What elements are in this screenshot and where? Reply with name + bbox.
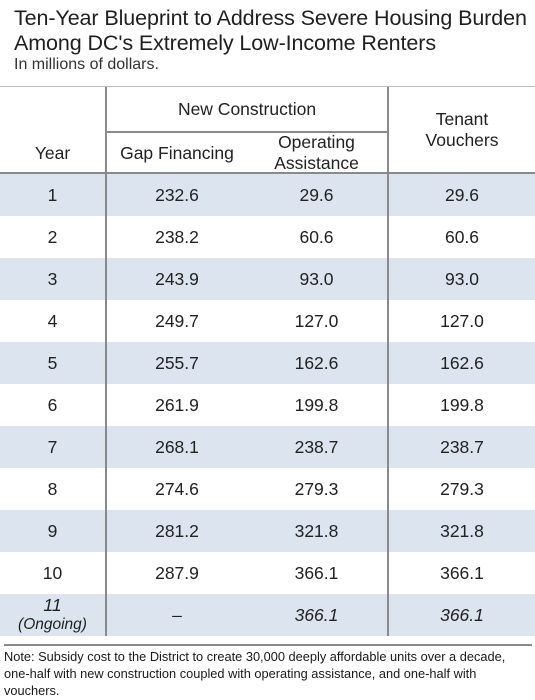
row-divider-left [105,594,107,636]
cell-year: 1 [47,184,58,205]
row-divider-right [387,258,389,300]
table-row-ongoing: 11 (Ongoing) – 366.1 366.1 [0,594,535,636]
row-divider-right [387,510,389,552]
row-divider-left [105,426,107,468]
table-row: 1 232.6 29.6 29.6 [0,174,535,216]
cell-year: 7 [47,436,58,457]
header-divider-left [105,87,107,172]
table-row: 9 281.2 321.8 321.8 [0,510,535,552]
cell-gap-financing: 249.7 [155,310,199,331]
cell-year: 8 [47,478,58,499]
blueprint-table: Year New Construction Gap Financing Oper… [0,86,535,636]
cell-tenant-vouchers: 29.6 [444,184,480,205]
row-divider-left [105,216,107,258]
cell-gap-financing: 255.7 [155,352,199,373]
cell-operating-assistance: 60.6 [299,226,334,247]
row-divider-left [105,300,107,342]
cell-gap-financing: 268.1 [155,436,199,457]
table-body: 1 232.6 29.6 29.6 2 238.2 60.6 60.6 3 243.9 93.0 93… [0,174,535,594]
cell-year: 5 [47,352,58,373]
cell-operating-assistance: 238.7 [294,436,339,457]
cell-operating-assistance: 127.0 [294,310,339,331]
cell-tenant-vouchers: 366.1 [440,562,484,583]
table-title: Ten-Year Blueprint to Address Severe Hou… [14,6,527,55]
cell-tenant-vouchers: 60.6 [444,226,480,247]
cell-year: 6 [47,394,58,415]
cell-year: 3 [47,268,58,289]
row-divider-left [105,384,107,426]
cell-gap-financing: 281.2 [155,520,199,541]
header-divider-right [387,87,389,172]
cell-operating-assistance: 279.3 [294,478,339,499]
cell-tenant-vouchers: 238.7 [440,436,484,457]
header-gap-financing: Gap Financing [120,142,234,163]
row-divider-right [387,174,389,216]
table-row: 10 287.9 366.1 366.1 [0,552,535,594]
cell-year-ongoing-label: (Ongoing) [18,616,87,633]
row-divider-right [387,594,389,636]
cell-gap-financing: 261.9 [155,394,199,415]
cell-operating-assistance: 162.6 [294,352,339,373]
cell-operating-assistance: 93.0 [299,268,334,289]
row-divider-right [387,426,389,468]
header-year: Year [34,142,71,163]
header-group-divider [107,131,388,133]
cell-operating-assistance: 366.1 [294,604,339,625]
cell-year: 11 (Ongoing) [0,594,105,636]
cell-tenant-vouchers: 93.0 [444,268,480,289]
cell-tenant-vouchers: 321.8 [440,520,484,541]
row-divider-left [105,342,107,384]
row-divider-left [105,258,107,300]
cell-gap-financing: 232.6 [155,184,199,205]
cell-tenant-vouchers: 366.1 [440,604,484,625]
table-row: 6 261.9 199.8 199.8 [0,384,535,426]
header-operating-assistance: Operating Assistance [274,132,359,173]
cell-year: 10 [42,562,63,583]
cell-year: 9 [47,520,58,541]
row-divider-left [105,510,107,552]
row-divider-right [387,300,389,342]
cell-tenant-vouchers: 162.6 [440,352,484,373]
table-row: 5 255.7 162.6 162.6 [0,342,535,384]
table-header: Year New Construction Gap Financing Oper… [0,86,535,174]
table-row: 3 243.9 93.0 93.0 [0,258,535,300]
row-divider-right [387,384,389,426]
cell-year: 4 [47,310,58,331]
table-row: 4 249.7 127.0 127.0 [0,300,535,342]
header-new-construction: New Construction [177,98,317,119]
cell-tenant-vouchers: 279.3 [440,478,484,499]
row-divider-left [105,552,107,594]
table-subtitle: In millions of dollars. [14,56,159,73]
row-divider-left [105,468,107,510]
row-divider-left [105,174,107,216]
table-row: 8 274.6 279.3 279.3 [0,468,535,510]
cell-tenant-vouchers: 127.0 [440,310,484,331]
cell-gap-financing: 238.2 [155,226,199,247]
cell-operating-assistance: 199.8 [294,394,339,415]
cell-gap-financing: 274.6 [155,478,199,499]
cell-year-number: 11 [43,595,62,615]
row-divider-right [387,342,389,384]
cell-gap-financing: – [172,604,182,625]
table-row: 2 238.2 60.6 60.6 [0,216,535,258]
row-divider-right [387,468,389,510]
cell-tenant-vouchers: 199.8 [440,394,484,415]
header-tenant-vouchers: Tenant Vouchers [425,109,499,150]
cell-gap-financing: 287.9 [155,562,199,583]
cell-year: 2 [47,226,58,247]
cell-operating-assistance: 366.1 [294,562,339,583]
table-note: Note: Subsidy cost to the District to cr… [4,644,532,699]
row-divider-right [387,216,389,258]
cell-operating-assistance: 321.8 [294,520,339,541]
cell-operating-assistance: 29.6 [299,184,334,205]
table-row: 7 268.1 238.7 238.7 [0,426,535,468]
cell-gap-financing: 243.9 [155,268,199,289]
row-divider-right [387,552,389,594]
